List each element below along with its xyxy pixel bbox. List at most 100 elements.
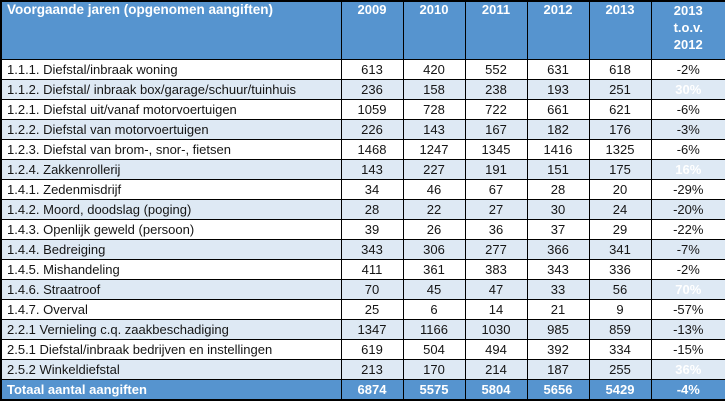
value-cell: 859 bbox=[588, 319, 652, 341]
table-row: 1.4.5. Mishandeling 411 361 383 343 336 -2% bbox=[0, 258, 725, 281]
value-cell: 255 bbox=[588, 359, 652, 381]
value-cell: 277 bbox=[464, 238, 528, 260]
row-label: 1.2.4. Zakkenrollerij bbox=[0, 158, 342, 180]
value-cell: 618 bbox=[588, 58, 652, 80]
value-cell: 504 bbox=[402, 339, 466, 361]
table-row: 1.1.2. Diefstal/ inbraak box/garage/schu… bbox=[0, 78, 725, 100]
year-column-header: 2012 bbox=[526, 0, 590, 60]
delta-cell-highlighted: 16% bbox=[650, 158, 725, 180]
delta-cell: -20% bbox=[650, 198, 725, 220]
year-column-header: 2011 bbox=[464, 0, 528, 60]
value-cell: 420 bbox=[402, 58, 466, 80]
delta-cell: -29% bbox=[650, 178, 725, 200]
value-cell: 1468 bbox=[340, 138, 404, 160]
year-column-header: 2010 bbox=[402, 0, 466, 60]
value-cell: 985 bbox=[526, 319, 590, 341]
row-label: 2.5.2 Winkeldiefstal bbox=[0, 359, 342, 381]
table-row: 1.2.4. Zakkenrollerij 143 227 191 151 175 16% bbox=[0, 158, 725, 180]
value-cell: 1347 bbox=[340, 319, 404, 341]
delta-cell-highlighted: 30% bbox=[650, 78, 725, 100]
table-row: 1.4.4. Bedreiging 343 306 277 366 341 -7% bbox=[0, 238, 725, 260]
value-cell: 227 bbox=[402, 158, 466, 180]
value-cell: 1166 bbox=[402, 319, 466, 341]
table-row: 1.1.1. Diefstal/inbraak woning 613 420 552 6… bbox=[0, 58, 725, 80]
value-cell: 29 bbox=[588, 218, 652, 240]
row-label: 1.4.3. Openlijk geweld (persoon) bbox=[0, 218, 342, 240]
value-cell: 187 bbox=[526, 359, 590, 381]
value-cell: 20 bbox=[588, 178, 652, 200]
row-label: 2.2.1 Vernieling c.q. zaakbeschadiging bbox=[0, 319, 342, 341]
row-label: 1.2.1. Diefstal uit/vanaf motorvoertuige… bbox=[0, 98, 342, 120]
value-cell: 56 bbox=[588, 279, 652, 301]
value-cell: 306 bbox=[402, 238, 466, 260]
delta-cell: -6% bbox=[650, 138, 725, 160]
delta-cell: -22% bbox=[650, 218, 725, 240]
value-cell: 722 bbox=[464, 98, 528, 120]
value-cell: 170 bbox=[402, 359, 466, 381]
value-cell: 383 bbox=[464, 258, 528, 281]
value-cell: 33 bbox=[526, 279, 590, 301]
value-cell: 27 bbox=[464, 198, 528, 220]
row-label: 1.2.2. Diefstal van motorvoertuigen bbox=[0, 118, 342, 140]
value-cell: 36 bbox=[464, 218, 528, 240]
delta-cell: -2% bbox=[650, 58, 725, 80]
value-cell: 176 bbox=[588, 118, 652, 140]
value-cell: 37 bbox=[526, 218, 590, 240]
value-cell: 45 bbox=[402, 279, 466, 301]
value-cell: 39 bbox=[340, 218, 404, 240]
value-cell: 21 bbox=[526, 299, 590, 321]
table-row: 2.5.2 Winkeldiefstal 213 170 214 187 255 36% bbox=[0, 359, 725, 381]
value-cell: 5656 bbox=[526, 379, 590, 401]
delta-cell: -4% bbox=[650, 379, 725, 401]
value-cell: 1030 bbox=[464, 319, 528, 341]
value-cell: 343 bbox=[340, 238, 404, 260]
table-row: 2.5.1 Diefstal/inbraak bedrijven en inst… bbox=[0, 339, 725, 361]
value-cell: 28 bbox=[526, 178, 590, 200]
value-cell: 5429 bbox=[588, 379, 652, 401]
delta-header-line: 2013 bbox=[673, 3, 703, 18]
delta-column-header: 2013 t.o.v. 2012 bbox=[650, 0, 725, 60]
value-cell: 24 bbox=[588, 198, 652, 220]
value-cell: 728 bbox=[402, 98, 466, 120]
value-cell: 1416 bbox=[526, 138, 590, 160]
value-cell: 151 bbox=[526, 158, 590, 180]
value-cell: 214 bbox=[464, 359, 528, 381]
row-label: 1.4.4. Bedreiging bbox=[0, 238, 342, 260]
table-row: 1.2.2. Diefstal van motorvoertuigen 226 14… bbox=[0, 118, 725, 140]
year-column-header: 2009 bbox=[340, 0, 404, 60]
year-column-header: 2013 bbox=[588, 0, 652, 60]
value-cell: 361 bbox=[402, 258, 466, 281]
value-cell: 34 bbox=[340, 178, 404, 200]
value-cell: 213 bbox=[340, 359, 404, 381]
value-cell: 143 bbox=[340, 158, 404, 180]
row-label: 1.4.2. Moord, doodslag (poging) bbox=[0, 198, 342, 220]
delta-cell-highlighted: 70% bbox=[650, 279, 725, 301]
delta-cell: -7% bbox=[650, 238, 725, 260]
table-row: 2.2.1 Vernieling c.q. zaakbeschadiging 13… bbox=[0, 319, 725, 341]
row-label: Totaal aantal aangiften bbox=[0, 379, 342, 401]
value-cell: 621 bbox=[588, 98, 652, 120]
table-row: 1.4.1. Zedenmisdrijf 34 46 67 28 20 -29% bbox=[0, 178, 725, 200]
value-cell: 1345 bbox=[464, 138, 528, 160]
value-cell: 251 bbox=[588, 78, 652, 100]
row-label: 1.4.5. Mishandeling bbox=[0, 258, 342, 281]
header-row: Voorgaande jaren (opgenomen aangiften) 2… bbox=[0, 0, 725, 60]
delta-cell: -3% bbox=[650, 118, 725, 140]
value-cell: 613 bbox=[340, 58, 404, 80]
delta-header-line: 2012 bbox=[673, 37, 703, 52]
value-cell: 341 bbox=[588, 238, 652, 260]
row-label: 2.5.1 Diefstal/inbraak bedrijven en inst… bbox=[0, 339, 342, 361]
value-cell: 67 bbox=[464, 178, 528, 200]
value-cell: 411 bbox=[340, 258, 404, 281]
value-cell: 182 bbox=[526, 118, 590, 140]
row-label: 1.1.1. Diefstal/inbraak woning bbox=[0, 58, 342, 80]
delta-cell: -6% bbox=[650, 98, 725, 120]
value-cell: 6 bbox=[402, 299, 466, 321]
table-row: 1.4.6. Straatroof 70 45 47 33 56 70% bbox=[0, 279, 725, 301]
value-cell: 26 bbox=[402, 218, 466, 240]
delta-cell-highlighted: 36% bbox=[650, 359, 725, 381]
row-label: 1.4.7. Overval bbox=[0, 299, 342, 321]
row-label: 1.2.3. Diefstal van brom-, snor-, fietse… bbox=[0, 138, 342, 160]
value-cell: 167 bbox=[464, 118, 528, 140]
